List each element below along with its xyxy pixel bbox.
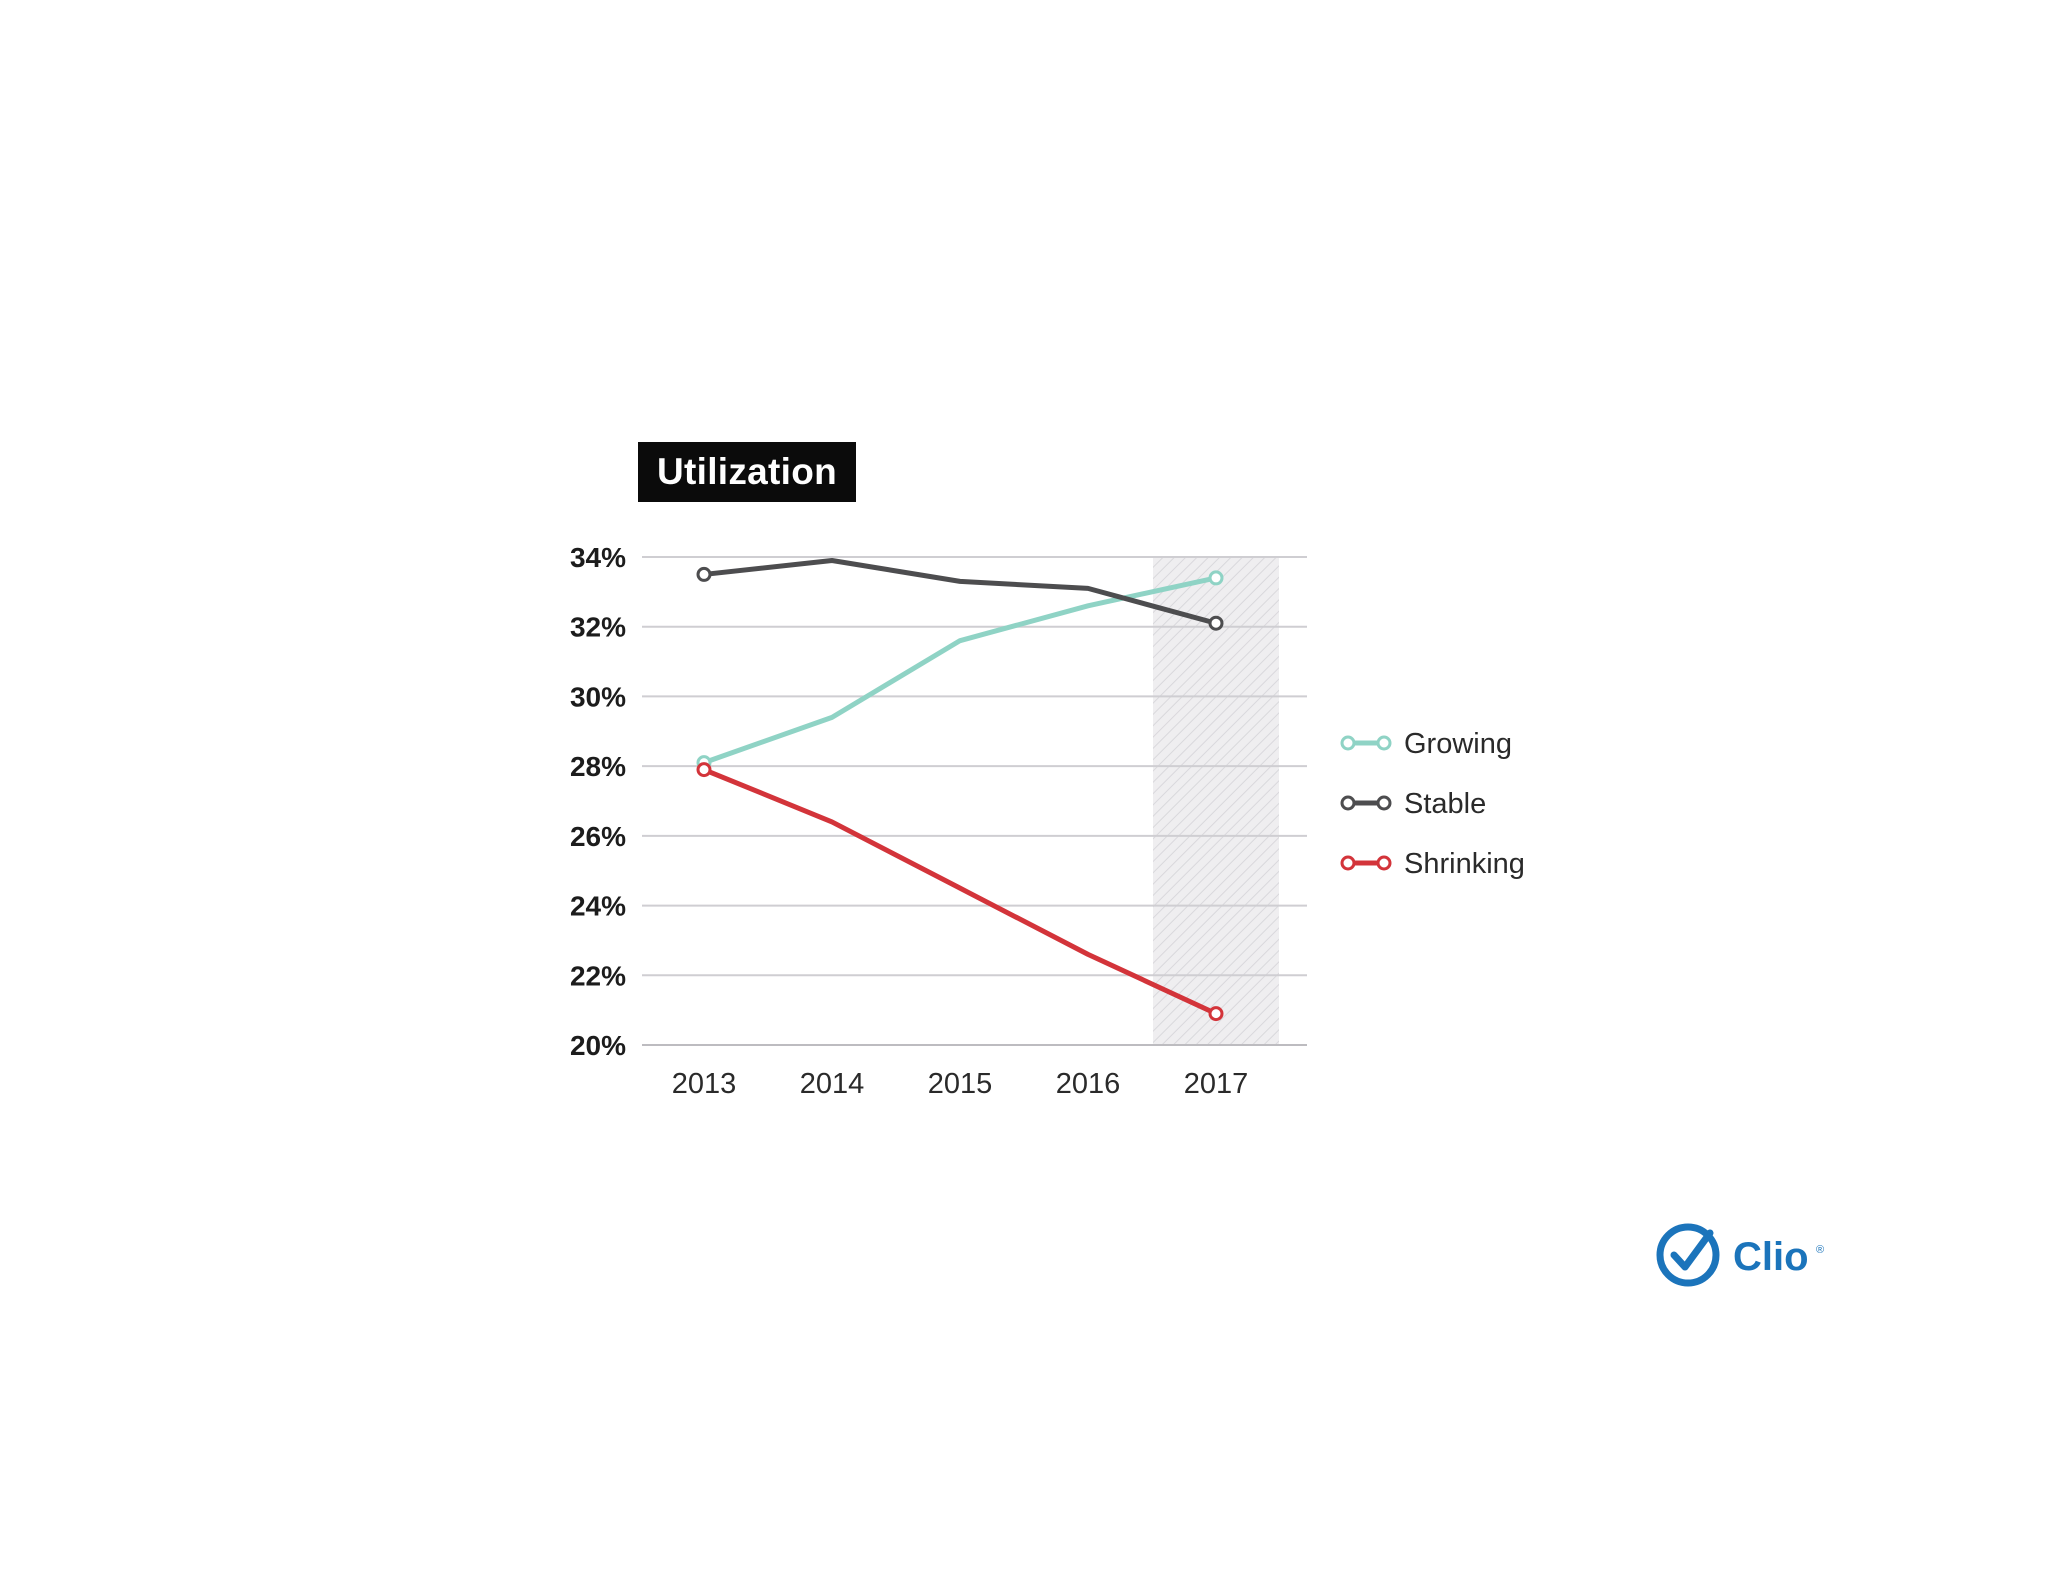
y-tick-label: 32% bbox=[570, 612, 626, 643]
legend-label: Stable bbox=[1404, 788, 1486, 820]
y-tick-label: 22% bbox=[570, 960, 626, 991]
x-tick-label: 2016 bbox=[1056, 1068, 1121, 1100]
y-tick-label: 26% bbox=[570, 821, 626, 852]
series-stable bbox=[696, 557, 1224, 631]
y-tick-label: 24% bbox=[570, 891, 626, 922]
data-point-stable bbox=[1208, 615, 1224, 631]
checkmark-circle-icon bbox=[1656, 1223, 1720, 1287]
series-line-stable bbox=[701, 557, 1219, 626]
y-tick-label: 34% bbox=[570, 542, 626, 573]
series-line-shrinking bbox=[701, 767, 1219, 1017]
series-shrinking bbox=[696, 762, 1224, 1022]
legend-label: Growing bbox=[1404, 728, 1512, 760]
x-tick-label: 2013 bbox=[672, 1068, 737, 1100]
logo-text: Clio bbox=[1733, 1235, 1809, 1279]
legend-item-growing: Growing bbox=[1340, 728, 1512, 760]
data-point-growing bbox=[1208, 570, 1224, 586]
legend-swatch-marker bbox=[1340, 855, 1356, 871]
legend-swatch-marker bbox=[1376, 855, 1392, 871]
legend-swatch-marker bbox=[1376, 735, 1392, 751]
highlight-band bbox=[1153, 557, 1279, 1045]
legend-item-shrinking: Shrinking bbox=[1340, 848, 1525, 880]
x-tick-label: 2017 bbox=[1184, 1068, 1249, 1100]
logo-registered-mark: ® bbox=[1816, 1244, 1824, 1256]
data-point-shrinking bbox=[1208, 1006, 1224, 1022]
checkmark-icon bbox=[1670, 1229, 1714, 1271]
legend-swatch-marker bbox=[1376, 795, 1392, 811]
y-tick-label: 20% bbox=[570, 1030, 626, 1061]
y-tick-label: 30% bbox=[570, 681, 626, 712]
data-point-stable bbox=[696, 566, 712, 582]
x-tick-label: 2015 bbox=[928, 1068, 993, 1100]
legend-swatch-marker bbox=[1340, 735, 1356, 751]
data-point-shrinking bbox=[696, 762, 712, 778]
legend-item-stable: Stable bbox=[1340, 788, 1486, 820]
chart-title: Utilization bbox=[638, 442, 856, 502]
x-tick-label: 2014 bbox=[800, 1068, 865, 1100]
clio-logo: Clio ® bbox=[1656, 1223, 1824, 1287]
legend-label: Shrinking bbox=[1404, 848, 1525, 880]
legend-swatch-marker bbox=[1340, 795, 1356, 811]
series-line-growing bbox=[701, 575, 1219, 766]
y-tick-label: 28% bbox=[570, 751, 626, 782]
